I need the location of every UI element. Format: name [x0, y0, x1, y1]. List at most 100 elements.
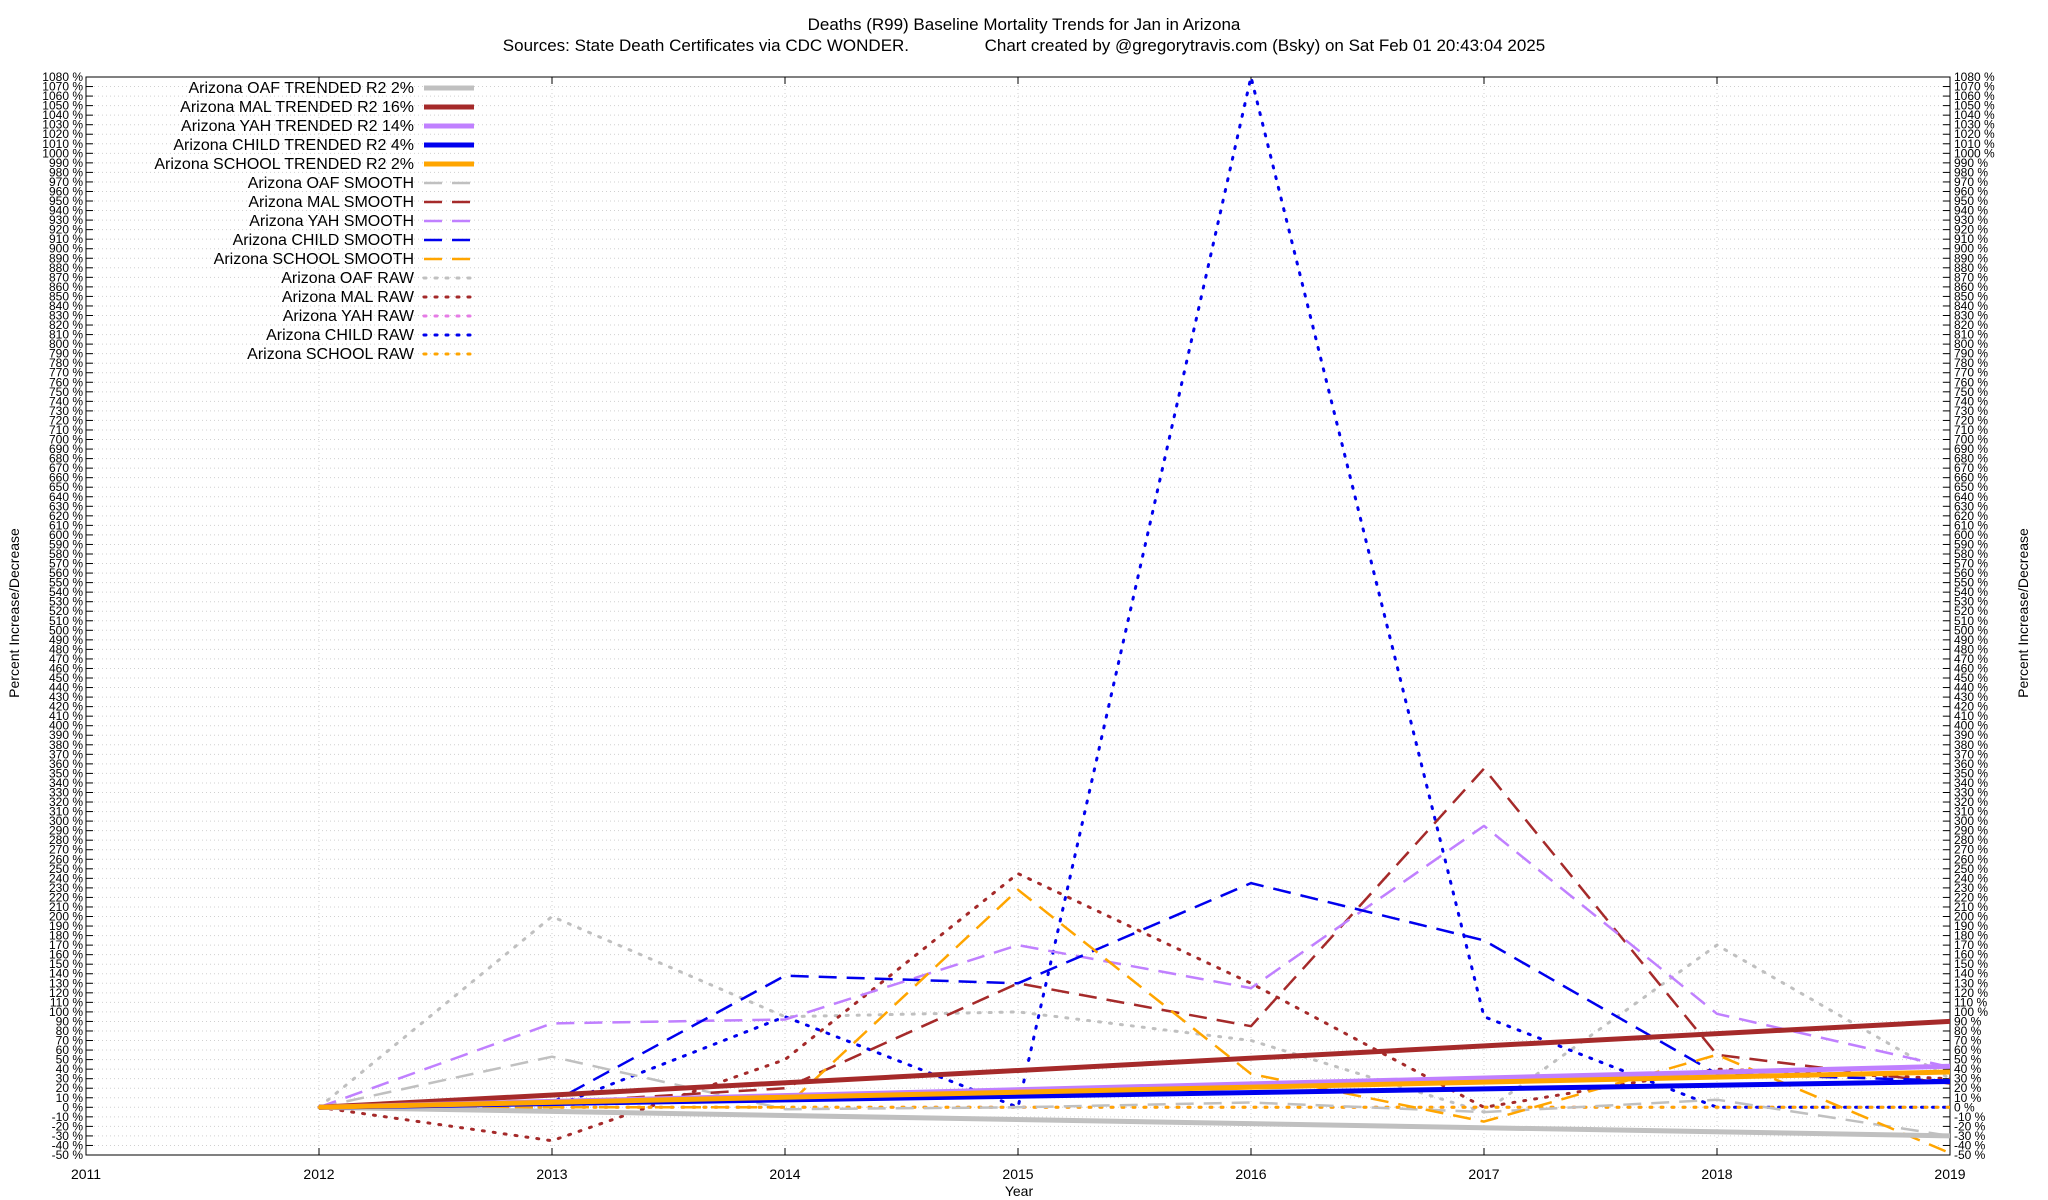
y-tick-label: 250 %: [1954, 862, 1988, 876]
y-tick-label: 520 %: [1954, 604, 1988, 618]
y-tick-label: 430 %: [1954, 690, 1988, 704]
y-tick-label: -10 %: [1954, 1110, 1986, 1124]
y-tick-label: 130 %: [49, 976, 83, 990]
y-tick-label: 550 %: [1954, 576, 1988, 590]
y-tick-label: 140 %: [49, 967, 83, 981]
y-tick-label: 610 %: [49, 518, 83, 532]
y-tick-label: 970 %: [49, 175, 83, 189]
y-tick-label: 580 %: [1954, 547, 1988, 561]
y-tick-label: 390 %: [1954, 728, 1988, 742]
y-tick-label: 370 %: [1954, 747, 1988, 761]
y-tick-label: 640 %: [1954, 490, 1988, 504]
y-tick-label: 400 %: [49, 719, 83, 733]
y-tick-label: 530 %: [1954, 595, 1988, 609]
y-tick-label: 80 %: [1954, 1024, 1982, 1038]
y-tick-label: 440 %: [49, 681, 83, 695]
y-tick-label: 720 %: [49, 413, 83, 427]
y-tick-label: 110 %: [1954, 995, 1987, 1009]
y-tick-label: 380 %: [49, 738, 83, 752]
y-tick-label: 360 %: [49, 757, 83, 771]
y-tick-label: 990 %: [1954, 156, 1988, 170]
y-tick-label: 560 %: [49, 566, 83, 580]
y-tick-label: 10 %: [1954, 1091, 1982, 1105]
y-tick-label: 90 %: [1954, 1014, 1982, 1028]
legend-label: Arizona SCHOOL RAW: [247, 346, 415, 363]
series-line-9: [319, 888, 1950, 1155]
y-tick-label: 480 %: [1954, 642, 1988, 656]
x-tick-label: 2019: [1934, 1166, 1965, 1182]
y-tick-label: 870 %: [49, 270, 83, 284]
y-tick-label: 740 %: [1954, 394, 1988, 408]
y-tick-label: 540 %: [49, 585, 83, 599]
y-tick-label: 790 %: [49, 347, 83, 361]
y-tick-label: 20 %: [1954, 1081, 1982, 1095]
y-tick-label: 570 %: [49, 557, 83, 571]
y-tick-label: 660 %: [1954, 471, 1988, 485]
y-tick-label: 20 %: [56, 1081, 84, 1095]
y-tick-label: 1030 %: [1954, 118, 1995, 132]
y-tick-label: -10 %: [52, 1110, 84, 1124]
y-tick-label: 180 %: [49, 929, 83, 943]
y-tick-label: 710 %: [49, 423, 83, 437]
y-tick-label: 160 %: [49, 948, 83, 962]
y-tick-label: 800 %: [1954, 337, 1988, 351]
y-tick-label: 310 %: [1954, 805, 1988, 819]
y-tick-label: 630 %: [49, 499, 83, 513]
legend-label: Arizona SCHOOL TRENDED R2 2%: [154, 156, 414, 173]
series-line-5: [318, 1055, 1950, 1138]
y-tick-label: 50 %: [1954, 1053, 1982, 1067]
y-tick-label: 330 %: [1954, 785, 1988, 799]
y-tick-label: -40 %: [52, 1138, 84, 1152]
y-tick-label: 390 %: [49, 728, 83, 742]
y-tick-label: 950 %: [1954, 194, 1988, 208]
y-tick-label: 900 %: [49, 242, 83, 256]
y-tick-label: 840 %: [1954, 299, 1988, 313]
y-tick-label: 260 %: [1954, 852, 1988, 866]
y-tick-label: -30 %: [52, 1129, 84, 1143]
y-tick-label: 1070 %: [1954, 80, 1995, 94]
y-tick-label: 480 %: [49, 642, 83, 656]
y-tick-label: 1070 %: [42, 80, 83, 94]
y-tick-label: 650 %: [49, 480, 83, 494]
y-axis-left: -50 %-40 %-30 %-20 %-10 %0 %10 %20 %30 %…: [42, 70, 93, 1162]
y-tick-label: 410 %: [1954, 709, 1988, 723]
y-tick-label: 600 %: [49, 528, 83, 542]
y-tick-label: 1020 %: [42, 127, 83, 141]
y-tick-label: -30 %: [1954, 1129, 1986, 1143]
y-tick-label: 880 %: [1954, 261, 1988, 275]
y-tick-label: 150 %: [49, 957, 83, 971]
y-tick-label: 200 %: [1954, 910, 1988, 924]
y-tick-label: 250 %: [49, 862, 83, 876]
y-tick-label: 350 %: [1954, 766, 1988, 780]
y-tick-label: 60 %: [56, 1043, 84, 1057]
y-tick-label: 380 %: [1954, 738, 1988, 752]
y-tick-label: 830 %: [1954, 308, 1988, 322]
y-tick-label: 280 %: [49, 833, 83, 847]
y-tick-label: 880 %: [49, 261, 83, 275]
y-tick-label: 450 %: [49, 671, 83, 685]
y-tick-label: 60 %: [1954, 1043, 1982, 1057]
y-tick-label: 570 %: [1954, 557, 1988, 571]
y-tick-label: 680 %: [49, 452, 83, 466]
y-tick-label: 860 %: [1954, 280, 1988, 294]
y-tick-label: 460 %: [1954, 661, 1988, 675]
y-tick-label: 510 %: [1954, 614, 1988, 628]
y-tick-label: 120 %: [1954, 986, 1988, 1000]
y-tick-label: 1050 %: [1954, 99, 1995, 113]
y-tick-label: 580 %: [49, 547, 83, 561]
y-tick-label: 930 %: [49, 213, 83, 227]
y-tick-label: 100 %: [49, 1005, 83, 1019]
y-tick-label: 510 %: [49, 614, 83, 628]
y-tick-label: 750 %: [1954, 385, 1988, 399]
y-tick-label: 700 %: [1954, 433, 1988, 447]
y-tick-label: 260 %: [49, 852, 83, 866]
y-axis-title-right: Percent Increase/Decrease: [2015, 528, 2031, 698]
y-tick-label: 280 %: [1954, 833, 1988, 847]
legend-label: Arizona CHILD TRENDED R2 4%: [173, 137, 414, 154]
y-tick-label: 950 %: [49, 194, 83, 208]
y-tick-label: 40 %: [56, 1062, 84, 1076]
y-tick-label: 1040 %: [42, 108, 83, 122]
y-tick-label: 750 %: [49, 385, 83, 399]
y-tick-label: 700 %: [49, 433, 83, 447]
y-tick-label: 940 %: [1954, 204, 1988, 218]
